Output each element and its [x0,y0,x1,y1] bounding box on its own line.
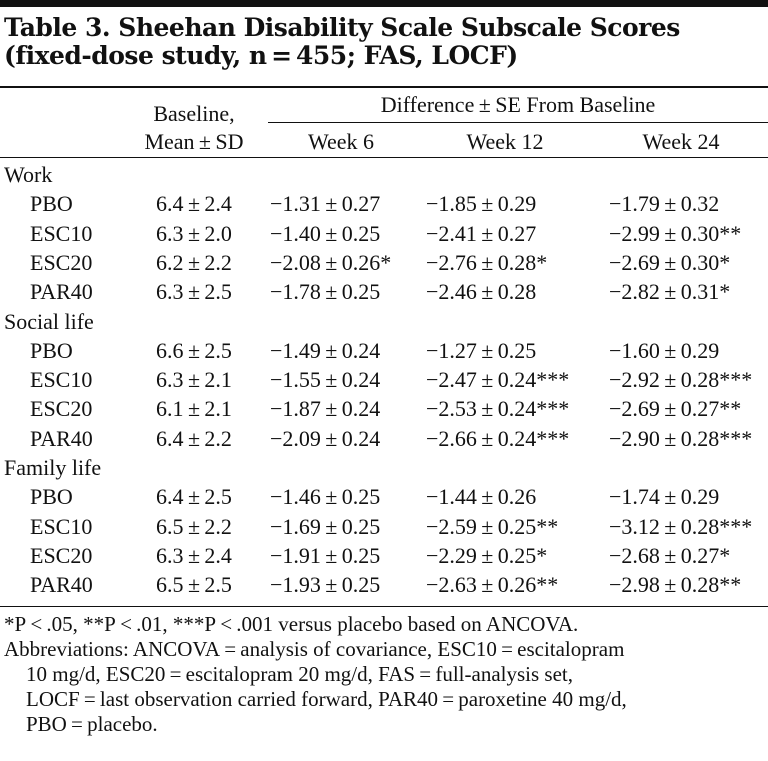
cell-group: ESC20 [30,543,93,568]
cell-week12: −2.76 ± 0.28* [426,250,548,275]
cell-week12: −2.66 ± 0.24*** [426,426,570,451]
table-title: Table 3. Sheehan Disability Scale Subsca… [4,13,680,70]
section-label: Work [4,162,53,187]
cell-baseline: 6.3 ± 2.0 [156,221,232,246]
cell-week12: −1.27 ± 0.25 [426,338,537,363]
cell-group: PBO [30,338,73,363]
header-week6: Week 6 [307,129,375,154]
cell-week24: −1.74 ± 0.29 [609,484,720,509]
header-baseline-line1: Baseline, [153,101,235,126]
cell-baseline: 6.1 ± 2.1 [156,396,232,421]
cell-week12: −1.85 ± 0.29 [426,191,537,216]
cell-baseline: 6.4 ± 2.2 [156,426,232,451]
cell-week24: −3.12 ± 0.28*** [609,514,753,539]
cell-week24: −2.98 ± 0.28** [609,572,742,597]
cell-week6: −1.91 ± 0.25 [270,543,381,568]
cell-week24: −2.69 ± 0.30* [609,250,731,275]
cell-week6: −2.09 ± 0.24 [270,426,381,451]
cell-baseline: 6.2 ± 2.2 [156,250,232,275]
cell-week24: −2.68 ± 0.27* [609,543,731,568]
cell-baseline: 6.3 ± 2.4 [156,543,232,568]
cell-week24: −1.60 ± 0.29 [609,338,720,363]
section-label: Social life [4,309,94,334]
header-week24: Week 24 [642,129,720,154]
abbreviations-line4: PBO = placebo. [26,712,158,736]
cell-baseline: 6.3 ± 2.5 [156,279,232,304]
cell-week6: −1.93 ± 0.25 [270,572,381,597]
cell-group: ESC10 [30,221,93,246]
cell-week12: −2.63 ± 0.26** [426,572,559,597]
cell-group: PBO [30,191,73,216]
cell-week24: −1.79 ± 0.32 [609,191,720,216]
header-group-underline [268,122,768,123]
significance-footnote: *P < .05, **P < .01, ***P < .001 versus … [4,612,579,636]
cell-week6: −1.55 ± 0.24 [270,367,381,392]
cell-week24: −2.92 ± 0.28*** [609,367,753,392]
table-footnotes: *P < .05, **P < .01, ***P < .001 versus … [4,612,764,737]
cell-group: PBO [30,484,73,509]
cell-week24: −2.90 ± 0.28*** [609,426,753,451]
cell-week12: −2.53 ± 0.24*** [426,396,570,421]
top-rule [0,0,768,7]
cell-group: PAR40 [30,279,93,304]
cell-week6: −1.78 ± 0.25 [270,279,381,304]
cell-week24: −2.99 ± 0.30** [609,221,742,246]
header-week12: Week 12 [466,129,544,154]
cell-week12: −1.44 ± 0.26 [426,484,537,509]
cell-group: PAR40 [30,426,93,451]
cell-group: ESC10 [30,514,93,539]
cell-week6: −1.69 ± 0.25 [270,514,381,539]
cell-week24: −2.82 ± 0.31* [609,279,731,304]
section-label: Family life [4,455,102,480]
header-baseline-line2: Mean ± SD [144,129,244,154]
cell-week24: −2.69 ± 0.27** [609,396,742,421]
cell-group: ESC20 [30,396,93,421]
cell-week6: −1.40 ± 0.25 [270,221,381,246]
cell-baseline: 6.6 ± 2.5 [156,338,232,363]
header-difference-group: Difference ± SE From Baseline [380,92,656,117]
header-bottom-rule [0,157,768,158]
abbreviations-line3: LOCF = last observation carried forward,… [26,687,627,711]
abbreviations-line2: 10 mg/d, ESC20 = escitalopram 20 mg/d, F… [26,662,573,686]
cell-group: PAR40 [30,572,93,597]
cell-group: ESC10 [30,367,93,392]
cell-week6: −1.31 ± 0.27 [270,191,381,216]
cell-week6: −1.46 ± 0.25 [270,484,381,509]
cell-group: ESC20 [30,250,93,275]
cell-week12: −2.29 ± 0.25* [426,543,548,568]
cell-baseline: 6.4 ± 2.4 [156,191,232,216]
table-bottom-rule [0,606,768,607]
cell-week12: −2.47 ± 0.24*** [426,367,570,392]
cell-baseline: 6.5 ± 2.5 [156,572,232,597]
cell-week12: −2.41 ± 0.27 [426,221,537,246]
cell-baseline: 6.3 ± 2.1 [156,367,232,392]
cell-week6: −1.87 ± 0.24 [270,396,381,421]
header-top-rule [0,86,768,88]
cell-week6: −2.08 ± 0.26* [270,250,392,275]
cell-week12: −2.59 ± 0.25** [426,514,559,539]
cell-week12: −2.46 ± 0.28 [426,279,537,304]
cell-week6: −1.49 ± 0.24 [270,338,381,363]
cell-baseline: 6.5 ± 2.2 [156,514,232,539]
cell-baseline: 6.4 ± 2.5 [156,484,232,509]
abbreviations-line1: Abbreviations: ANCOVA = analysis of cova… [4,637,625,661]
